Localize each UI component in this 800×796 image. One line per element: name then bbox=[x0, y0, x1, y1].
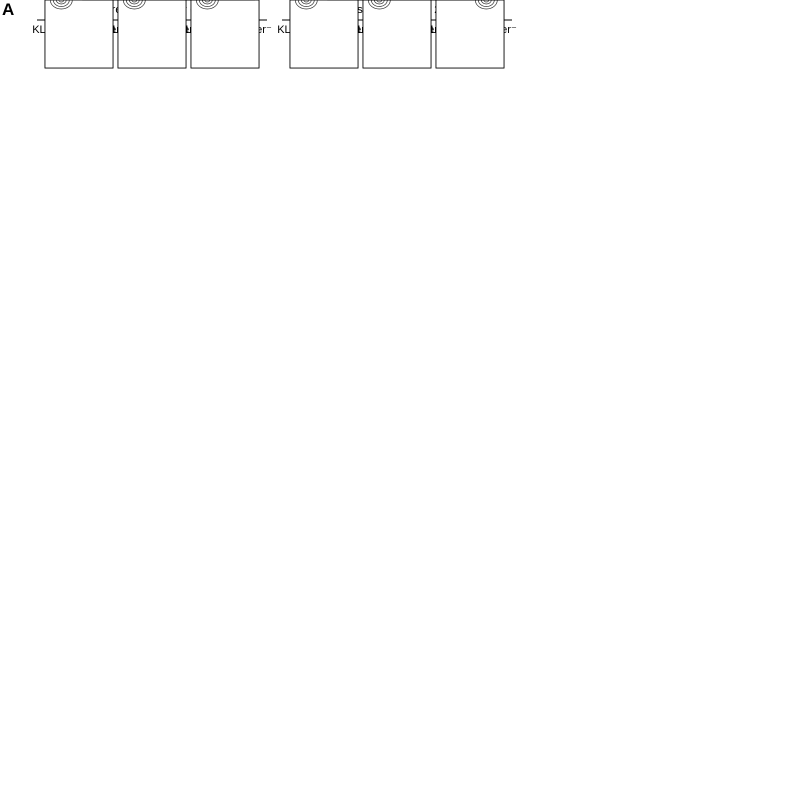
quadrant-value: 5.9 bbox=[97, 0, 110, 2]
quadrant-value: 0.0 bbox=[97, 0, 110, 2]
quadrant-value: 8.3 bbox=[439, 0, 452, 2]
quadrant-value: 6.6 bbox=[439, 0, 452, 2]
contour bbox=[128, 0, 140, 5]
contour bbox=[131, 0, 138, 3]
axis-label: KLRG1 bbox=[0, 0, 18, 3]
contour bbox=[300, 0, 312, 5]
flow-plot bbox=[117, 0, 187, 69]
contour bbox=[195, 0, 219, 10]
contour bbox=[367, 0, 391, 10]
quadrant-value: 88.6 bbox=[121, 0, 139, 2]
flow-plot bbox=[289, 0, 359, 69]
quadrant-value: 76.8 bbox=[483, 0, 501, 2]
contour bbox=[474, 0, 498, 10]
contour bbox=[52, 0, 70, 7]
quadrant-value: 38.4 bbox=[410, 0, 428, 2]
contour bbox=[58, 0, 65, 3]
flow-plot bbox=[362, 0, 432, 69]
quadrant-value: 8.3 bbox=[488, 0, 501, 2]
axis-label: KLRG1 bbox=[0, 0, 18, 3]
quadrant-value: 10.4 bbox=[165, 0, 183, 2]
quadrant-value: 15.7 bbox=[410, 0, 428, 2]
contour bbox=[370, 0, 388, 7]
contour bbox=[49, 0, 73, 10]
axis-label: IL-7Rα bbox=[45, 0, 79, 3]
quadrant-value: 51.8 bbox=[293, 0, 311, 2]
quadrant-value: 0.2 bbox=[48, 0, 61, 2]
flow-plot bbox=[435, 0, 505, 69]
contour bbox=[125, 0, 143, 7]
quadrant-value: 1.2 bbox=[293, 0, 306, 2]
contour bbox=[483, 0, 490, 3]
contour bbox=[294, 0, 318, 10]
contour bbox=[122, 0, 146, 10]
quadrant-value: 9.8 bbox=[342, 0, 355, 2]
quadrant-value: 26.4 bbox=[238, 0, 256, 2]
contour bbox=[303, 0, 310, 3]
contour bbox=[373, 0, 385, 5]
axis-label: KLRG1 bbox=[0, 0, 18, 3]
contour bbox=[376, 0, 383, 3]
contour bbox=[477, 0, 495, 7]
contour bbox=[198, 0, 216, 7]
quadrant-value: 37.2 bbox=[337, 0, 355, 2]
quadrant-value: 0.0 bbox=[243, 0, 256, 2]
axis-label: KLRG1 bbox=[0, 0, 18, 3]
quadrant-value: 0.2 bbox=[194, 0, 207, 2]
flow-plot bbox=[190, 0, 260, 69]
panel-label: A bbox=[2, 0, 14, 19]
flow-plot bbox=[44, 0, 114, 69]
quadrant-value: 0.9 bbox=[121, 0, 134, 2]
quadrant-value: 3.1 bbox=[366, 0, 379, 2]
contour bbox=[201, 0, 213, 5]
contour bbox=[204, 0, 211, 3]
quadrant-value: 0.1 bbox=[170, 0, 183, 2]
quadrant-value: 93.9 bbox=[48, 0, 66, 2]
axis-label: IL-7Rα bbox=[290, 0, 324, 3]
contour bbox=[55, 0, 67, 5]
quadrant-value: 42.8 bbox=[366, 0, 384, 2]
contour bbox=[297, 0, 315, 7]
quadrant-value: 73.4 bbox=[194, 0, 212, 2]
contour bbox=[480, 0, 492, 5]
